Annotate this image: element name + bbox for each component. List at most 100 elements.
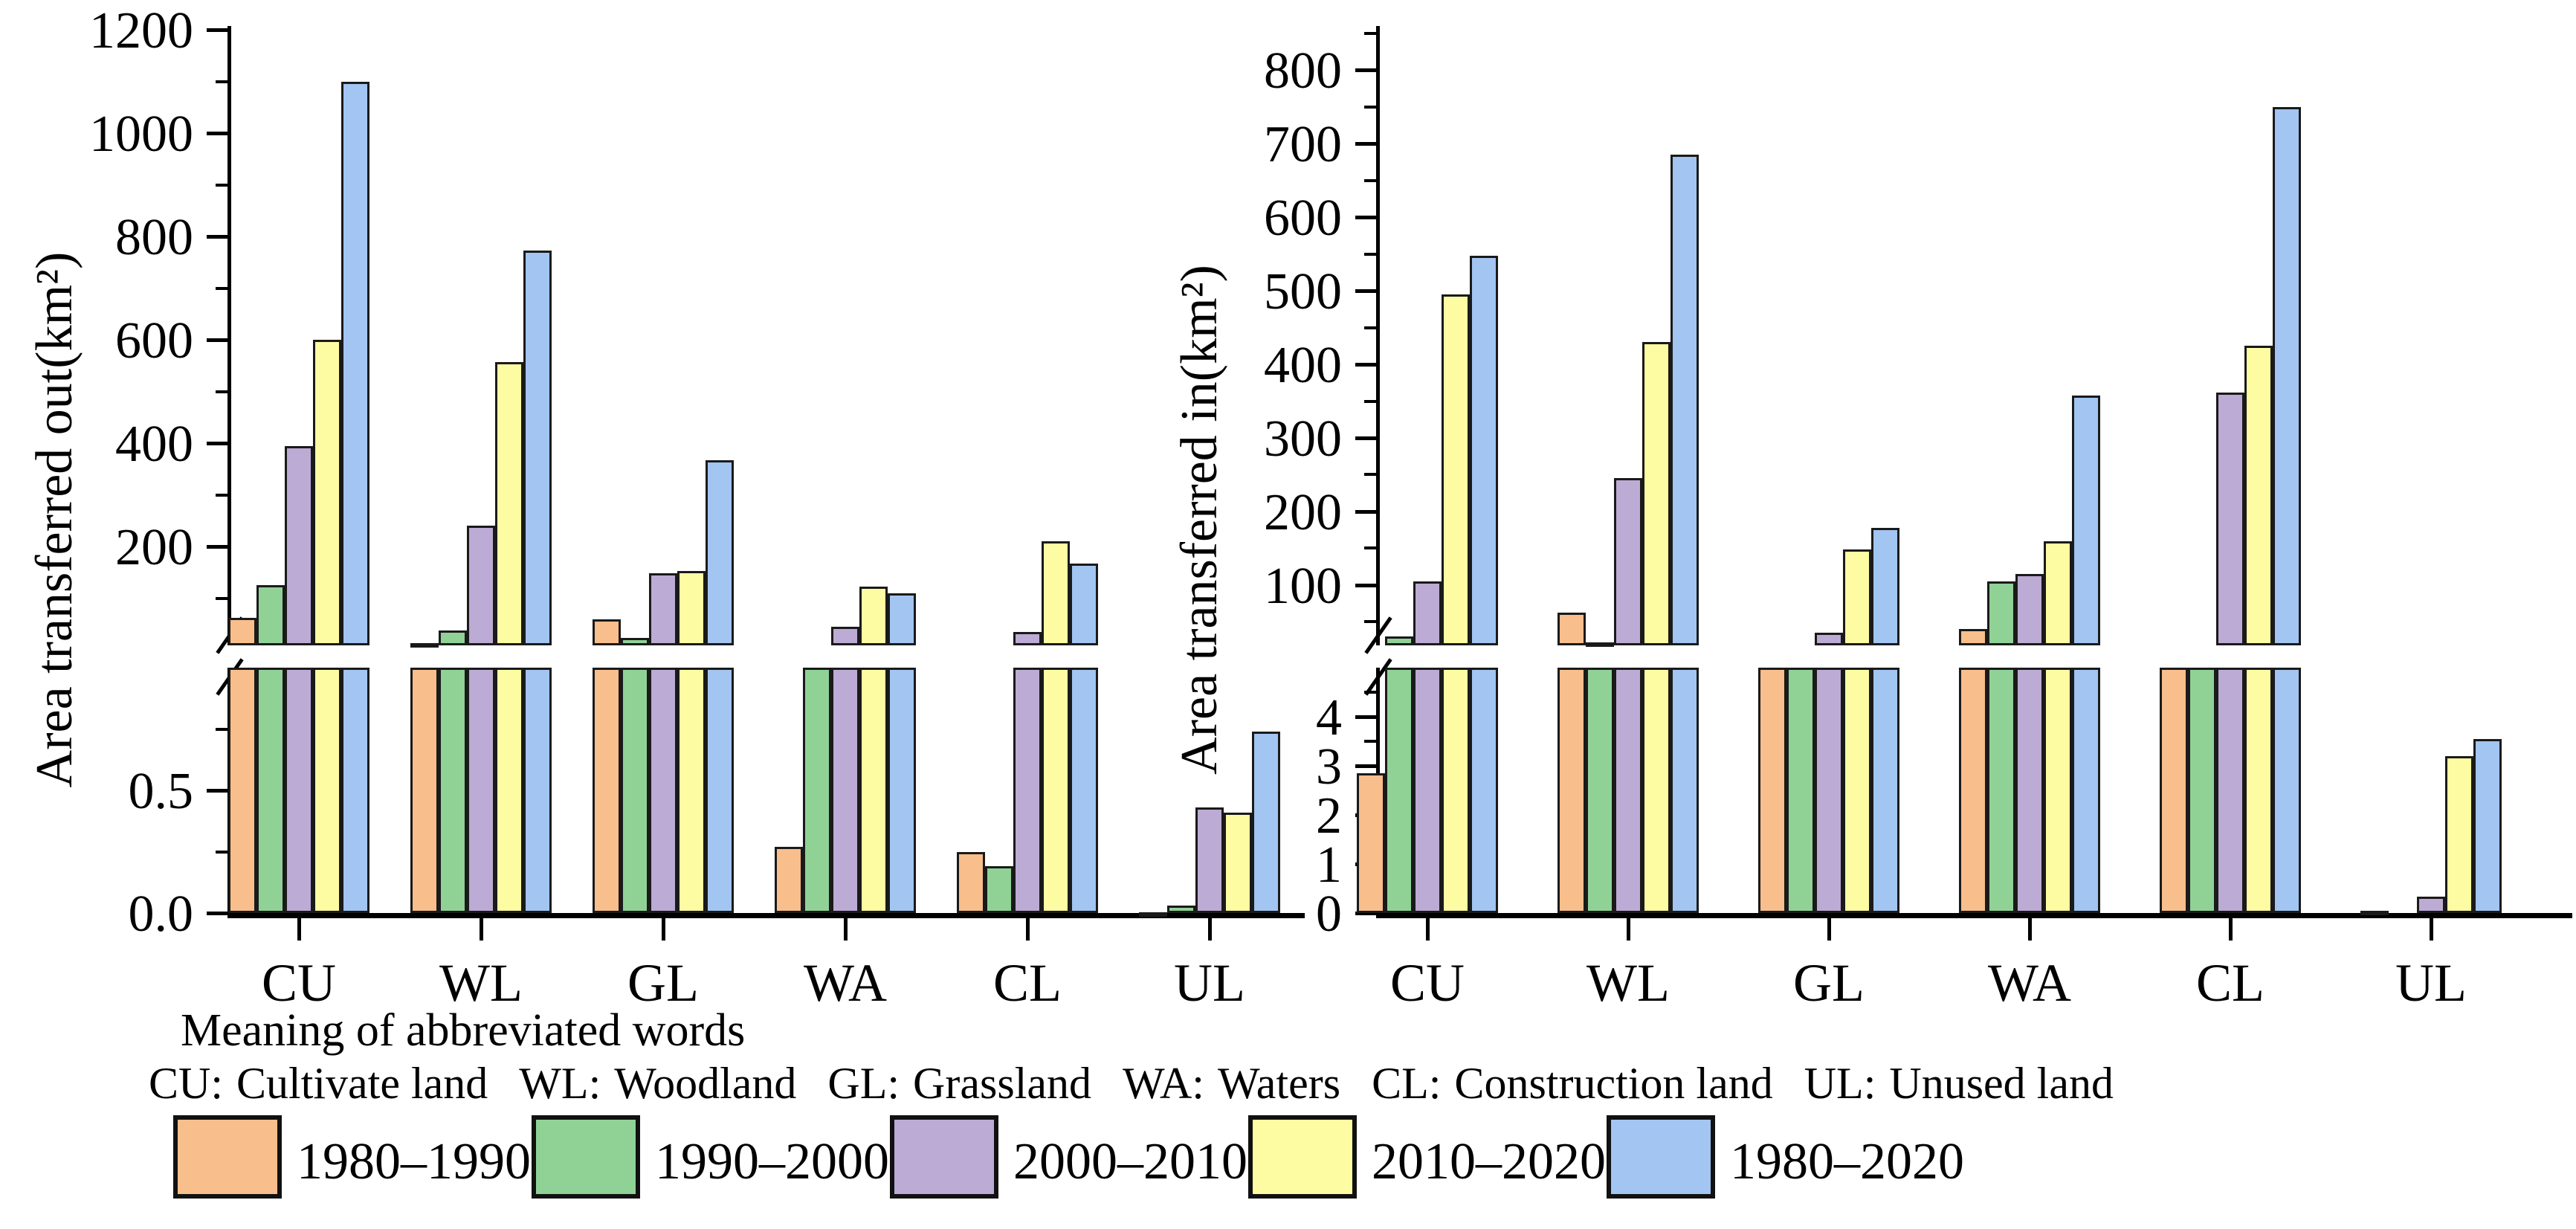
- y-major-tick: [1355, 142, 1376, 146]
- x-axis-line: [227, 913, 1305, 918]
- y-minor-tick: [1364, 252, 1376, 256]
- y-axis-title: Area transferred in(km²): [1171, 265, 1228, 775]
- abbreviation-meaning: Unused land: [1889, 1059, 2114, 1108]
- y-major-tick: [1355, 764, 1376, 768]
- bar: [593, 668, 621, 913]
- y-minor-tick: [216, 727, 227, 731]
- x-category-label: GL: [627, 953, 699, 1013]
- y-tick-label: 200: [1264, 483, 1342, 541]
- bar: [1843, 668, 1871, 913]
- y-minor-tick: [1364, 31, 1376, 35]
- abbreviation-code: CL:: [1372, 1059, 1442, 1108]
- bar: [467, 668, 495, 913]
- abbreviation-legend-row: CU: Cultivate land WL: Woodland GL: Grassland…: [149, 1059, 2114, 1108]
- y-major-tick: [1355, 289, 1376, 294]
- bar: [677, 668, 706, 913]
- bar: [775, 846, 803, 913]
- y-major-tick: [1355, 363, 1376, 367]
- abbreviation-code: GL:: [827, 1059, 900, 1108]
- y-major-tick: [207, 442, 227, 446]
- bar: [1843, 549, 1871, 645]
- abbreviation-meaning: Woodland: [614, 1059, 797, 1108]
- bar: [2273, 106, 2301, 645]
- bar: [313, 668, 341, 913]
- y-tick-label: 4: [1316, 689, 1342, 746]
- bar: [1815, 633, 1843, 645]
- y-tick-label: 500: [1264, 263, 1342, 321]
- bar: [341, 81, 369, 645]
- bar: [1470, 668, 1498, 913]
- y-major-tick: [1355, 436, 1376, 441]
- y-tick-label: 0.0: [128, 886, 194, 943]
- bar: [1042, 668, 1070, 913]
- y-tick-label: 800: [1264, 42, 1342, 100]
- y-tick-label: 300: [1264, 410, 1342, 468]
- bar: [1470, 255, 1498, 645]
- y-major-tick: [207, 132, 227, 136]
- y-tick-label: 600: [1264, 190, 1342, 248]
- bar: [677, 570, 706, 645]
- bar: [1385, 636, 1413, 645]
- bar: [1987, 668, 2015, 913]
- bar: [1614, 668, 1642, 913]
- bar: [2015, 668, 2044, 913]
- y-tick-label: 1200: [89, 2, 193, 59]
- bar: [831, 668, 859, 913]
- abbreviation-meaning: Construction land: [1454, 1059, 1773, 1108]
- bar: [228, 668, 256, 913]
- bar: [649, 668, 677, 913]
- y-axis-title: Area transferred out(km²): [26, 251, 83, 788]
- y-minor-tick: [1364, 473, 1376, 477]
- y-tick-label: 600: [115, 312, 193, 370]
- abbreviation-meaning: Grassland: [913, 1059, 1091, 1108]
- y-minor-tick: [216, 493, 227, 497]
- x-tick: [2028, 918, 2032, 941]
- bar: [621, 637, 649, 645]
- bar: [1070, 668, 1098, 913]
- bar: [706, 668, 734, 913]
- legend-swatch: [173, 1115, 282, 1199]
- legend-swatch: [1607, 1115, 1715, 1199]
- bar: [859, 668, 888, 913]
- bar: [2044, 541, 2072, 645]
- x-category-label: GL: [1793, 953, 1865, 1013]
- y-minor-tick: [1364, 326, 1376, 329]
- bar: [1442, 294, 1470, 645]
- x-category-label: CL: [2195, 953, 2265, 1013]
- y-major-tick: [1355, 68, 1376, 73]
- legend-label: 2000–2010: [1013, 1133, 1247, 1190]
- bar: [1013, 631, 1042, 645]
- bar: [341, 668, 369, 913]
- y-major-tick: [1355, 912, 1376, 915]
- bar: [1586, 668, 1614, 913]
- bar: [439, 630, 467, 645]
- bar: [2473, 738, 2502, 913]
- y-minor-tick: [1364, 105, 1376, 109]
- bar: [2072, 668, 2100, 913]
- x-category-label: UL: [2395, 953, 2467, 1013]
- legend-swatch: [532, 1115, 640, 1199]
- bar: [1959, 668, 1987, 913]
- x-tick: [662, 918, 665, 941]
- bar: [649, 573, 677, 645]
- x-tick: [2430, 918, 2433, 941]
- bar: [859, 586, 888, 645]
- bar: [495, 362, 523, 645]
- abbreviation-code: WA:: [1123, 1059, 1204, 1108]
- bar: [1959, 629, 1987, 645]
- bar: [1195, 807, 1224, 913]
- x-tick: [1627, 918, 1630, 941]
- bar: [1758, 668, 1786, 913]
- bar: [256, 585, 285, 645]
- legend-swatch: [1248, 1115, 1357, 1199]
- bar: [1670, 155, 1699, 645]
- bar: [1357, 772, 1385, 913]
- abbreviation-meaning: Waters: [1217, 1059, 1341, 1108]
- y-axis-line-upper: [227, 26, 231, 645]
- y-major-tick: [1355, 715, 1376, 719]
- bar: [1786, 668, 1815, 913]
- bar: [2445, 755, 2473, 913]
- x-tick: [1426, 918, 1430, 941]
- bar: [1557, 668, 1586, 913]
- bar: [1871, 527, 1899, 645]
